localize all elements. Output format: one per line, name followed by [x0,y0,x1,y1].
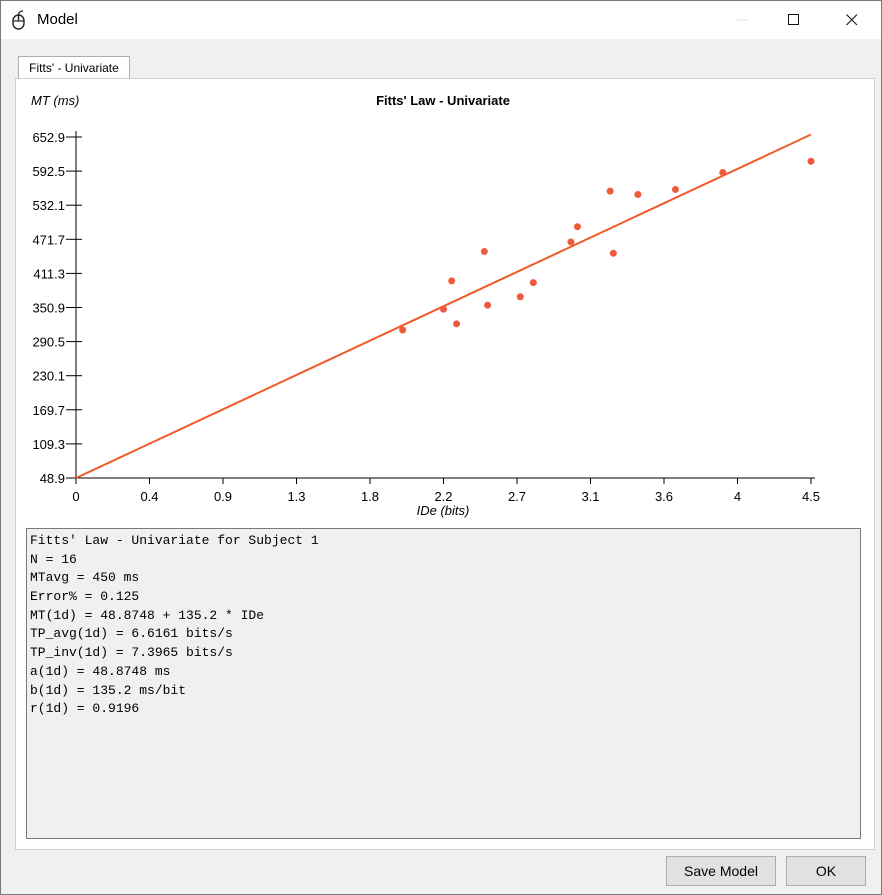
output-line: Fitts' Law - Univariate for Subject 1 [30,533,319,548]
y-tick-label: 652.9 [32,130,65,145]
y-tick-label: 411.3 [33,266,65,281]
data-point [484,301,492,309]
maximize-button[interactable] [771,1,817,39]
y-tick-label: 350.9 [32,301,65,316]
mouse-icon [12,10,25,30]
data-point [719,169,727,177]
x-tick-label: 2.7 [508,489,526,504]
data-point [448,277,456,285]
x-tick-label: 0.9 [214,489,232,504]
minimize-button[interactable] [719,1,765,39]
x-tick-label: 4 [734,489,741,504]
x-tick-label: 1.8 [361,489,379,504]
output-line: Error% = 0.125 [30,589,140,605]
model-output-text[interactable]: Fitts' Law - Univariate for Subject 1 N =… [26,528,861,839]
data-point [567,238,575,246]
y-tick-label: 109.3 [32,437,65,452]
x-tick-label: 2.2 [434,489,452,504]
x-axis-label: IDe (bits) [417,503,470,518]
data-point [440,305,447,313]
data-point [671,185,679,193]
y-tick-label: 471.7 [32,232,65,247]
maximize-icon [788,14,799,25]
output-line: r(1d) = 0.9196 [30,701,140,717]
close-button[interactable] [829,1,875,39]
title-bar: Model [1,1,881,39]
output-line: MTavg = 450 ms [30,570,140,586]
data-point [480,248,488,256]
output-line: N = 16 [30,551,77,567]
close-icon [846,14,858,26]
y-tick-label: 230.1 [32,369,65,384]
data-point [807,157,815,165]
x-tick-label: 4.5 [802,489,820,504]
y-tick-label: 169.7 [32,403,65,418]
x-tick-label: 0 [72,489,79,504]
fitts-chart: Fitts' Law - Univariate MT (ms) IDe (bit… [31,93,820,518]
data-point [516,293,524,301]
tab-fitts-univariate[interactable]: Fitts' - Univariate [18,56,130,78]
output-line: a(1d) = 48.8748 ms [30,663,171,679]
y-tick-label: 532.1 [32,198,65,213]
y-axis-label: MT (ms) [31,93,79,108]
window-title: Model [37,11,78,28]
output-line: TP_avg(1d) = 6.6161 bits/s [30,626,233,642]
y-tick-label: 48.9 [40,471,65,486]
data-point [573,223,581,231]
output-line: b(1d) = 135.2 ms/bit [30,682,187,698]
save-model-button[interactable]: Save Model [666,856,776,886]
x-tick-label: 3.1 [581,489,599,504]
output-line: TP_inv(1d) = 7.3965 bits/s [30,645,233,661]
output-line: MT(1d) = 48.8748 + 135.2 * IDe [30,607,265,623]
minimize-icon [736,19,747,21]
data-points-layer [399,157,815,334]
chart-title: Fitts' Law - Univariate [376,93,510,108]
x-tick-label: 0.4 [140,489,158,504]
data-point [609,249,617,257]
x-tick-label: 3.6 [655,489,673,504]
data-point [634,191,642,199]
ok-button[interactable]: OK [786,856,866,886]
chart-axes: 0 0.4 0.9 1.3 1.8 2.2 2.7 3.1 3.6 4 4.5 652.9 592.5 5… [32,130,820,504]
y-tick-label: 592.5 [32,164,65,179]
y-tick-label: 290.5 [32,335,65,350]
x-tick-label: 1.3 [287,489,305,504]
data-point [453,320,461,328]
data-point [606,187,614,195]
data-point [529,279,537,287]
data-point [399,326,407,334]
